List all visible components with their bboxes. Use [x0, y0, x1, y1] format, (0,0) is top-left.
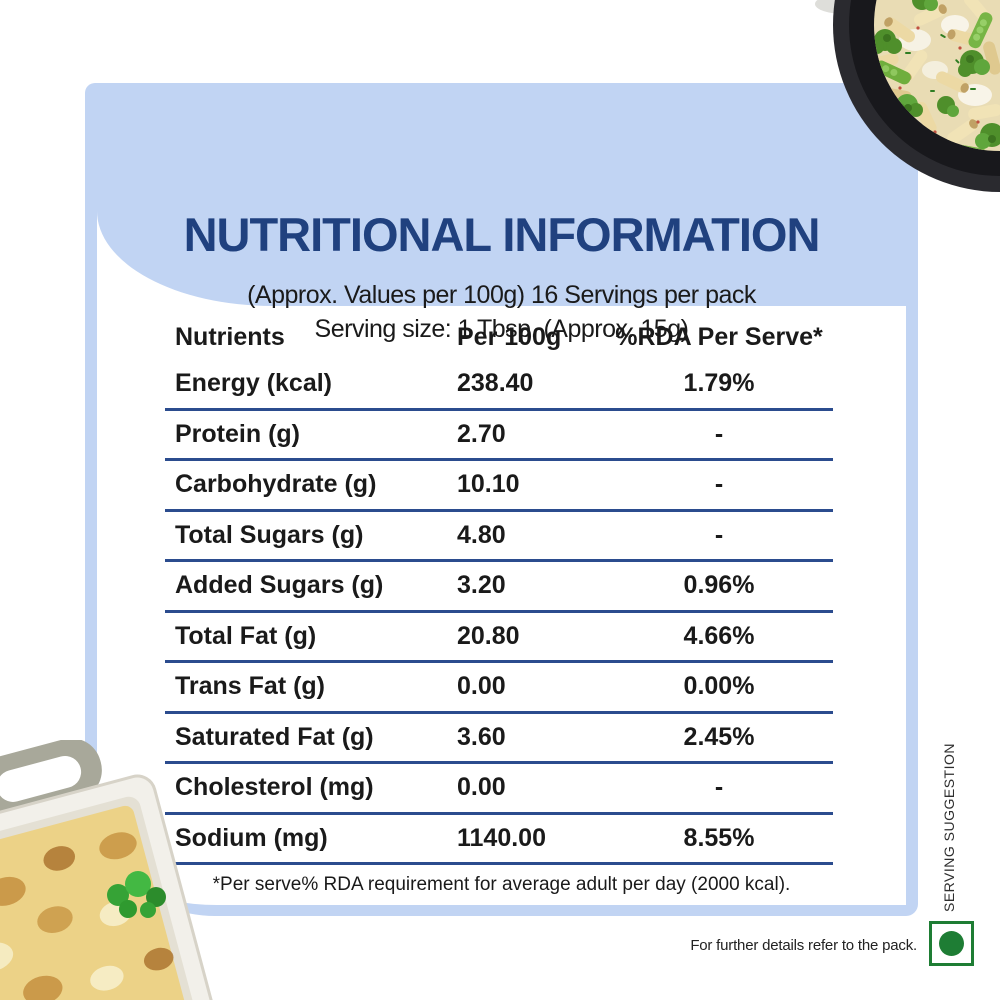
nutrient-name: Energy (kcal) [175, 369, 333, 398]
table-row: Energy (kcal) 238.40 1.79% [165, 360, 833, 411]
pasta-bowl-photo [815, 0, 1000, 192]
nutrition-table-rows: Energy (kcal) 238.40 1.79% Protein (g) 2.70 -… [165, 360, 833, 865]
nutrient-name: Protein (g) [175, 419, 300, 448]
per-100g-value: 3.20 [457, 571, 506, 600]
per-100g-value: 4.80 [457, 520, 506, 549]
table-row: Trans Fat (g) 0.00 0.00% [165, 663, 833, 714]
rda-value: - [714, 470, 724, 499]
page-title: NUTRITIONAL INFORMATION [183, 208, 821, 261]
per-100g-value: 0.00 [457, 672, 506, 701]
table-header-row: Nutrients Per 100g %RDA Per Serve* [165, 314, 833, 360]
rda-value: 0.96% [683, 571, 755, 600]
rda-value: 4.66% [683, 621, 755, 650]
table-row: Saturated Fat (g) 3.60 2.45% [165, 714, 833, 764]
parsley-garnish [107, 871, 166, 918]
column-header-rda: %RDA Per Serve* [615, 322, 823, 351]
veg-mark-dot [939, 931, 964, 956]
subtitle-line-1: (Approx. Values per 100g) 16 Servings pe… [247, 281, 756, 309]
rda-value: 1.79% [683, 369, 755, 398]
rda-footnote: *Per serve% RDA requirement for average … [212, 874, 791, 895]
veg-mark-icon [929, 921, 974, 966]
nutrient-name: Cholesterol (mg) [175, 773, 374, 802]
table-row: Protein (g) 2.70 - [165, 411, 833, 461]
rda-value: - [714, 419, 724, 448]
nutrient-name: Added Sugars (g) [175, 571, 384, 600]
nutrient-name: Total Sugars (g) [175, 520, 364, 549]
further-details-note: For further details refer to the pack. [690, 937, 917, 954]
table-row: Sodium (mg) 1140.00 8.55% [165, 815, 833, 865]
header-curve [97, 211, 906, 306]
per-100g-value: 0.00 [457, 773, 506, 802]
rda-value: - [714, 773, 724, 802]
rda-value: 8.55% [683, 823, 755, 852]
rda-value: - [714, 520, 724, 549]
table-row: Added Sugars (g) 3.20 0.96% [165, 562, 833, 613]
nutrition-table: Nutrients Per 100g %RDA Per Serve* Energ… [165, 314, 833, 865]
table-row: Carbohydrate (g) 10.10 - [165, 461, 833, 512]
table-row: Cholesterol (mg) 0.00 - [165, 764, 833, 815]
per-100g-value: 10.10 [457, 470, 520, 499]
per-100g-value: 2.70 [457, 419, 506, 448]
table-row: Total Sugars (g) 4.80 - [165, 512, 833, 562]
serving-suggestion-label: SERVING SUGGESTION [941, 743, 957, 912]
table-row: Total Fat (g) 20.80 4.66% [165, 613, 833, 663]
rda-value: 0.00% [683, 672, 755, 701]
nutrient-name: Saturated Fat (g) [175, 722, 374, 751]
per-100g-value: 1140.00 [457, 823, 546, 852]
nutrient-name: Total Fat (g) [175, 621, 317, 650]
nutrition-card: NUTRITIONAL INFORMATION (Approx. Values … [85, 83, 918, 916]
nutrient-name: Sodium (mg) [175, 823, 328, 852]
content-panel [97, 211, 906, 905]
column-header-nutrients: Nutrients [175, 322, 285, 351]
nutrient-name: Carbohydrate (g) [175, 470, 377, 499]
column-header-per-100g: Per 100g [457, 322, 562, 351]
per-100g-value: 20.80 [457, 621, 520, 650]
nutrient-name: Trans Fat (g) [175, 672, 326, 701]
per-100g-value: 3.60 [457, 722, 506, 751]
subtitle-line-2: Serving size: 1 Tbsp. (Approx. 15g) [314, 315, 689, 343]
casserole-dish-photo [0, 740, 233, 1000]
rda-value: 2.45% [683, 722, 755, 751]
per-100g-value: 238.40 [457, 369, 534, 398]
